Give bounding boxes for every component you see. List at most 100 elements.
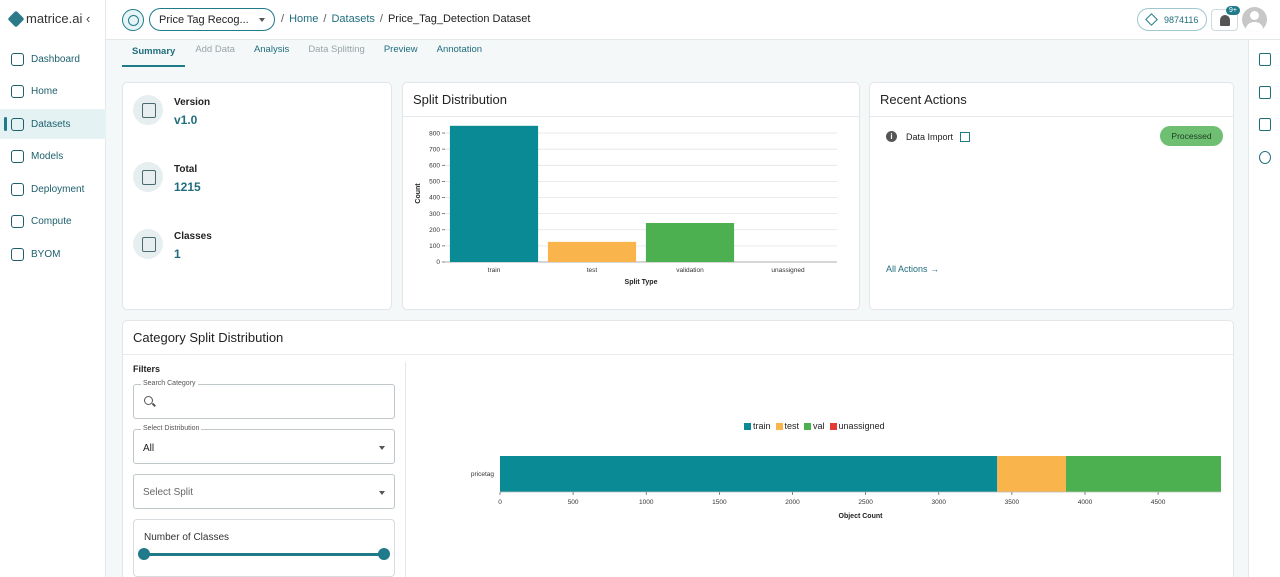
tab-summary[interactable]: Summary	[122, 40, 186, 67]
status-badge: Processed	[1160, 126, 1223, 146]
logo-text: matrice.ai	[26, 11, 83, 26]
classes-slider-track[interactable]	[144, 553, 385, 556]
cube-icon	[11, 150, 24, 164]
bar-test	[547, 241, 637, 262]
server-icon	[11, 215, 24, 229]
sidebar-item-label: Deployment	[31, 183, 85, 195]
category-split-card: Category Split Distribution Filters Sear…	[122, 320, 1234, 577]
all-actions-link[interactable]: All Actions →	[886, 264, 939, 274]
filters-title: Filters	[133, 364, 161, 374]
summary-card: Version v1.0 Total 1215 Classes 1	[122, 82, 392, 310]
sidebar-item-datasets[interactable]: Datasets	[0, 109, 106, 140]
sidebar-item-deployment[interactable]: Deployment	[0, 174, 106, 204]
info-icon: i	[886, 131, 897, 142]
total-label: Total	[174, 164, 198, 175]
breadcrumb-home[interactable]: Home	[289, 13, 319, 25]
x-tick-label: test	[587, 267, 598, 274]
x-tick-label: 1500	[712, 499, 727, 506]
y-tick-label: 0	[436, 259, 440, 266]
tab-annotation[interactable]: Annotation	[436, 44, 483, 55]
tab-add-data[interactable]: Add Data	[195, 44, 235, 55]
x-tick-label: 4500	[1151, 499, 1166, 506]
legend-item-test[interactable]: test	[775, 421, 799, 431]
distribution-select[interactable]: Select Distribution All	[133, 425, 395, 464]
sidebar-item-compute[interactable]: Compute	[0, 207, 106, 237]
total-stat: Total 1215	[133, 162, 201, 194]
legend-label: val	[813, 421, 825, 431]
bell-icon	[1220, 15, 1230, 26]
project-select[interactable]: Price Tag Recog...	[149, 8, 275, 31]
sidebar-item-byom[interactable]: BYOM	[0, 240, 106, 270]
sidebar-item-dashboard[interactable]: Dashboard	[0, 44, 106, 74]
x-tick-label: 3000	[932, 499, 947, 506]
distribution-value: All	[143, 443, 155, 454]
logo-icon	[7, 10, 25, 27]
y-tick-label: 100	[429, 243, 440, 250]
legend-item-unassigned[interactable]: unassigned	[829, 421, 885, 431]
external-link-icon[interactable]	[960, 131, 971, 142]
legend-swatch	[775, 422, 783, 430]
bar-segment-test	[997, 456, 1066, 492]
legend-swatch	[804, 422, 812, 430]
database-icon	[11, 117, 24, 131]
version-icon	[133, 95, 163, 125]
tab-data-splitting[interactable]: Data Splitting	[308, 44, 365, 55]
sidebar-nav: Dashboard Home Datasets Models Deploymen…	[0, 44, 106, 272]
code-icon[interactable]	[1259, 118, 1271, 131]
logo[interactable]: matrice.ai	[7, 10, 83, 27]
notifications-button[interactable]: 9+	[1211, 6, 1240, 31]
tab-analysis[interactable]: Analysis	[253, 44, 290, 55]
classes-value: 1	[174, 247, 181, 261]
slider-max-thumb[interactable]	[378, 548, 390, 560]
classes-stat: Classes 1	[133, 229, 212, 261]
slider-min-thumb[interactable]	[138, 548, 150, 560]
divider	[405, 362, 406, 577]
x-tick-label: 3500	[1005, 499, 1020, 506]
y-tick-label: 700	[429, 146, 440, 153]
x-tick-label: 1000	[639, 499, 654, 506]
legend-item-val[interactable]: val	[804, 421, 825, 431]
collapse-sidebar-icon[interactable]: ‹	[86, 11, 91, 26]
scan-icon	[11, 248, 24, 262]
x-axis-title: Object Count	[839, 513, 884, 520]
arrow-right-icon: →	[930, 264, 940, 274]
split-distribution-chart: 0 100 200 300 400 500 600 700 800 train test valida…	[415, 125, 837, 286]
x-tick-label: train	[488, 267, 501, 274]
category-split-chart: pricetag 0 500 1000 1500 2000 2500 3000 3500 4000…	[471, 456, 1221, 520]
sidebar-item-models[interactable]: Models	[0, 142, 106, 172]
chart-legend: train test val unassigned	[744, 421, 885, 431]
search-icon	[144, 396, 153, 405]
book-icon[interactable]	[1259, 86, 1271, 99]
y-tick-label: 800	[429, 130, 440, 137]
clipboard-icon[interactable]	[1259, 53, 1271, 66]
credits-badge[interactable]: 9874116	[1137, 8, 1207, 31]
version-label: Version	[174, 97, 211, 108]
recent-actions-title: Recent Actions	[870, 83, 1233, 117]
action-item: i Data Import	[886, 131, 971, 142]
legend-item-train[interactable]: train	[744, 421, 771, 431]
version-stat: Version v1.0	[133, 95, 210, 127]
lightbulb-icon[interactable]	[1259, 151, 1271, 164]
sidebar-item-label: Models	[31, 151, 64, 163]
legend-label: train	[753, 421, 771, 431]
split-placeholder: Select Split	[143, 487, 194, 498]
x-tick-label: 2000	[785, 499, 800, 506]
project-icon	[122, 9, 144, 31]
breadcrumb-datasets[interactable]: Datasets	[331, 13, 375, 25]
right-rail	[1248, 40, 1280, 577]
avatar[interactable]	[1242, 7, 1267, 32]
dashboard-icon	[11, 52, 24, 66]
y-tick-label: pricetag	[471, 471, 495, 478]
category-split-title: Category Split Distribution	[123, 321, 1233, 355]
split-distribution-card: Split Distribution 0 100 200 300 400 500 600 70…	[402, 82, 860, 310]
split-select[interactable]: Select Split	[133, 474, 395, 509]
credits-value: 9874116	[1164, 15, 1199, 25]
tab-preview[interactable]: Preview	[383, 44, 418, 55]
search-category-field[interactable]: Search Category	[133, 380, 395, 419]
dataset-tabs: Summary Add Data Analysis Data Splitting…	[122, 40, 501, 68]
notification-badge: 9+	[1226, 6, 1240, 15]
home-icon	[11, 85, 24, 99]
sidebar: matrice.ai ‹ Dashboard Home Datasets Mod…	[0, 0, 106, 577]
inbox-icon	[133, 162, 163, 192]
sidebar-item-home[interactable]: Home	[0, 77, 106, 107]
